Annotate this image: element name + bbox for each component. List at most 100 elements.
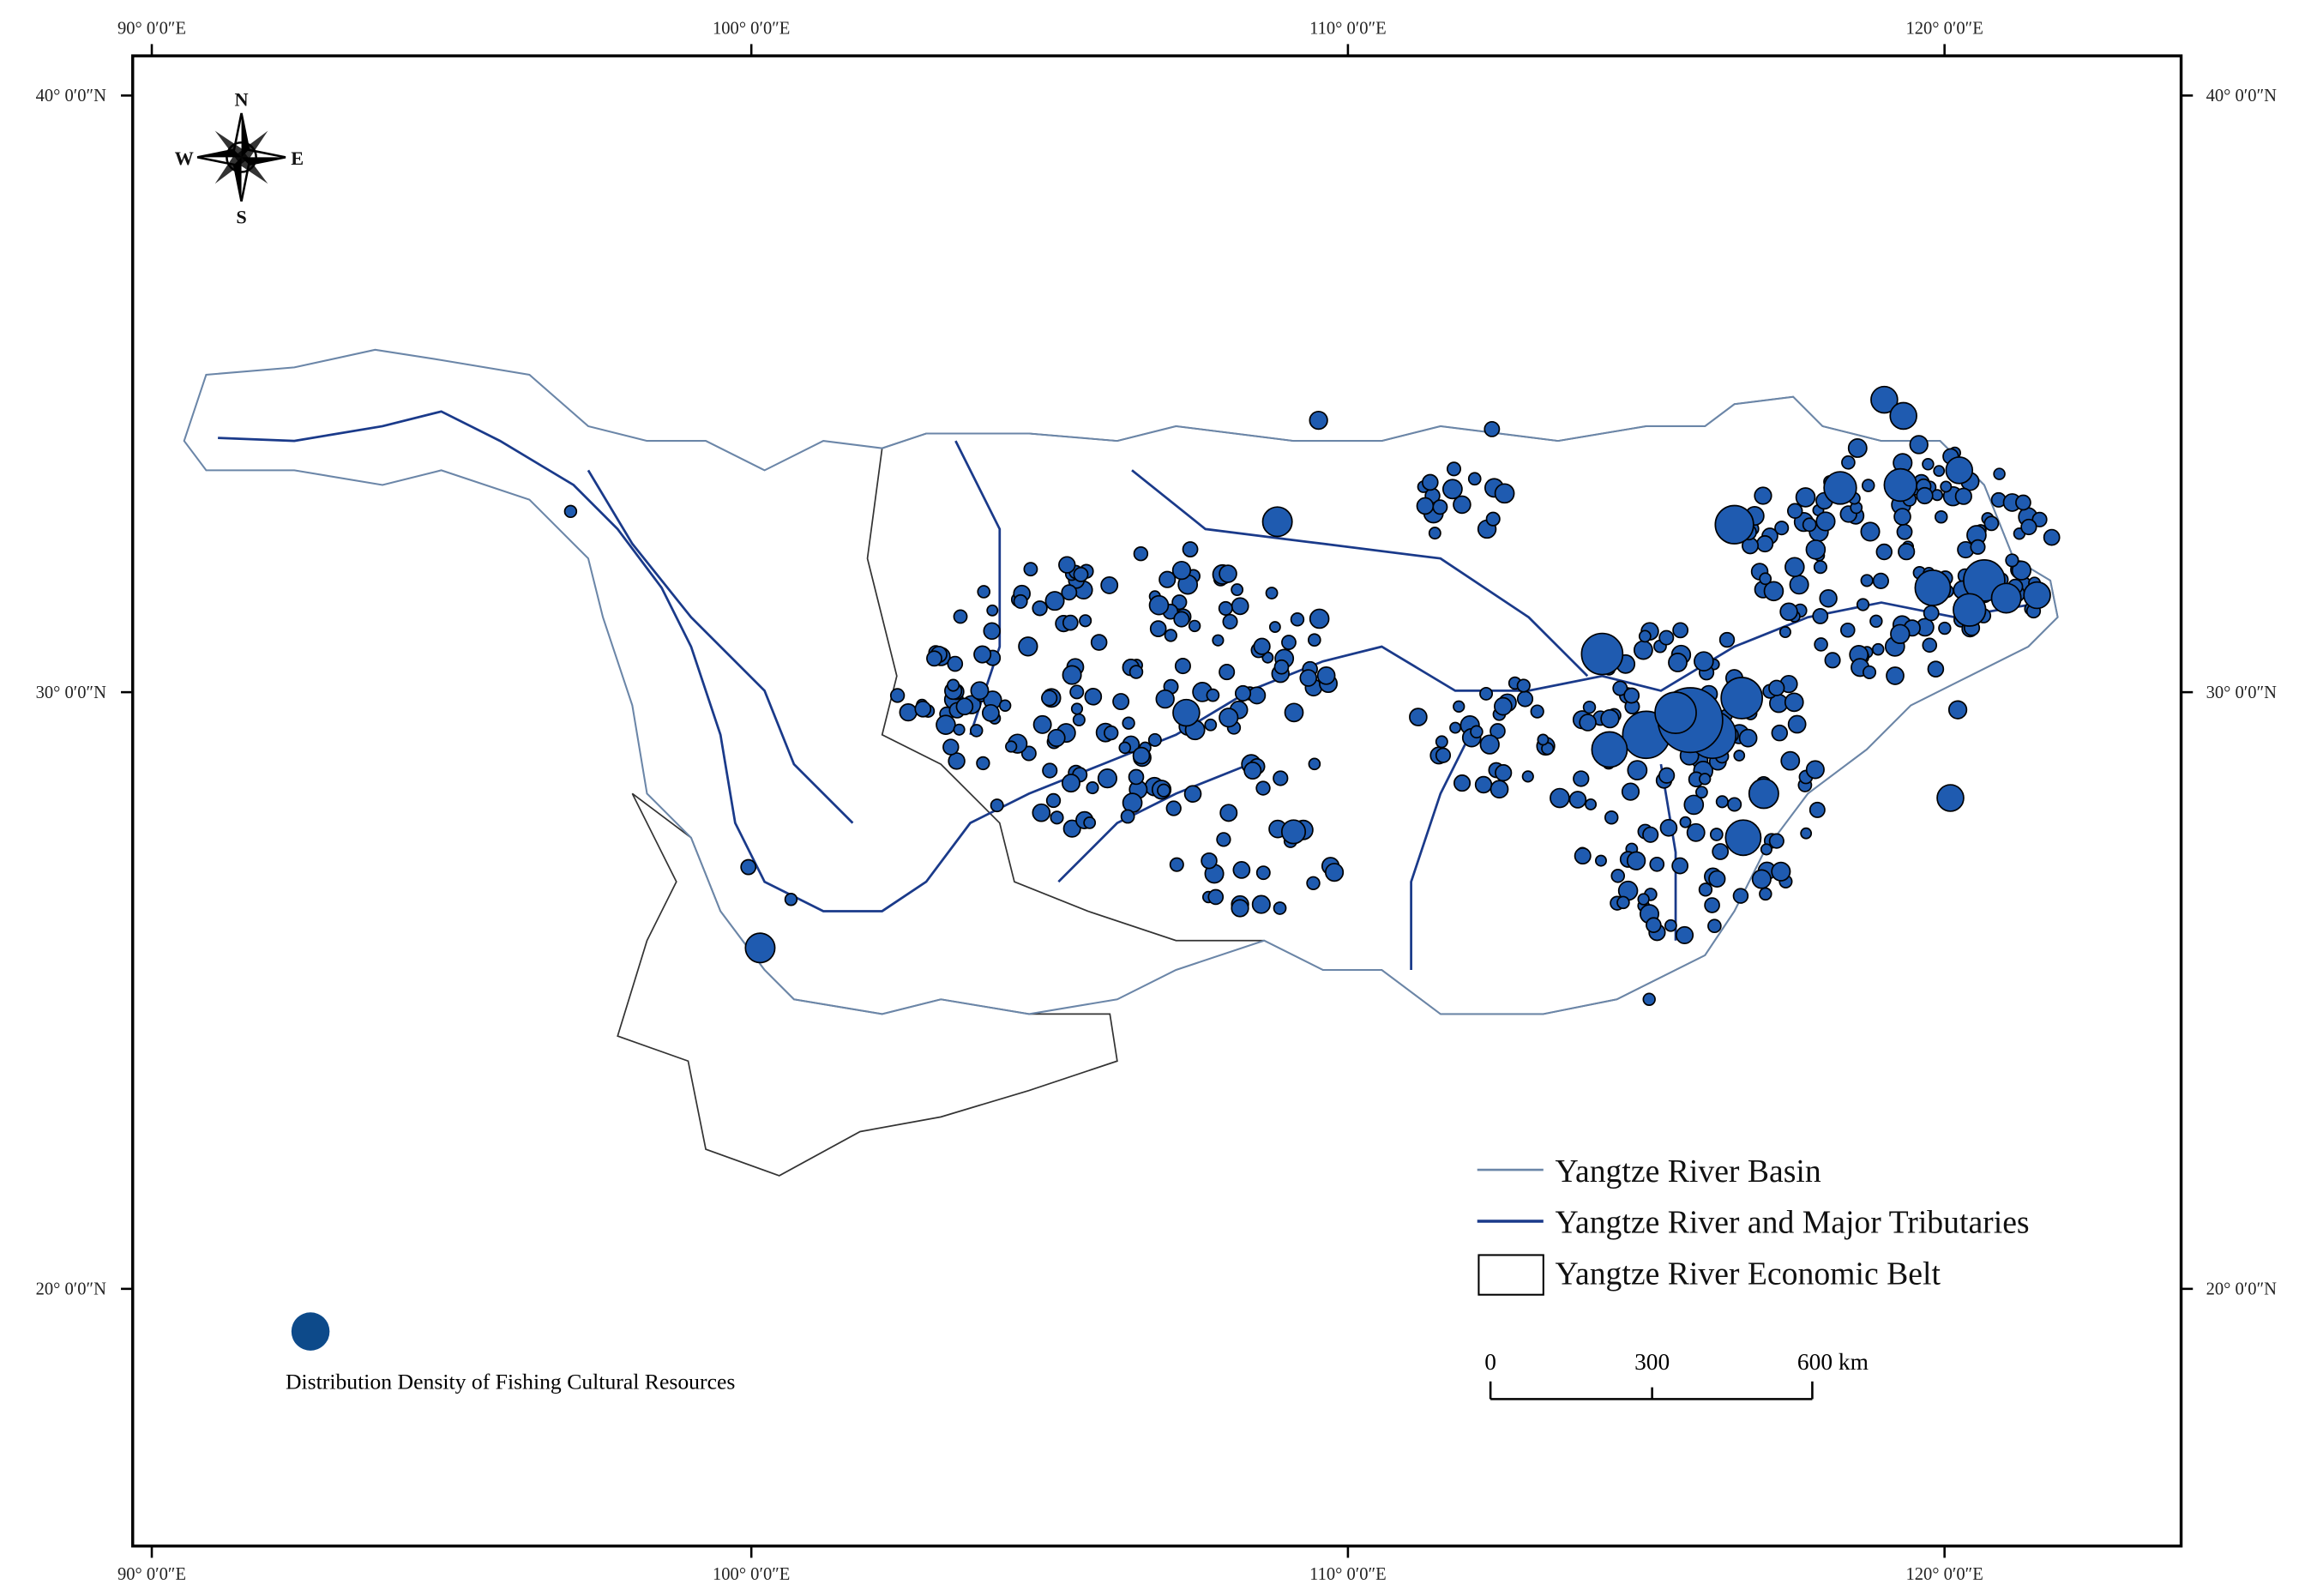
compass-star xyxy=(241,112,250,158)
density-circle xyxy=(1954,487,1972,505)
density-circle xyxy=(1738,728,1758,748)
density-circle xyxy=(1573,770,1590,787)
density-circle xyxy=(1268,621,1281,634)
density-circle xyxy=(1309,410,1328,431)
density-circle xyxy=(1118,741,1132,755)
density-circle xyxy=(1786,503,1803,519)
compass-star xyxy=(214,130,268,184)
density-circle xyxy=(1914,569,1952,606)
density-circle xyxy=(1219,804,1238,822)
density-circle xyxy=(1642,992,1656,1006)
density-circle xyxy=(1582,700,1597,714)
legend-swatch xyxy=(1477,1254,1544,1296)
density-circle xyxy=(1041,690,1058,707)
density-circle xyxy=(1664,918,1677,932)
density-circle xyxy=(1694,651,1714,672)
density-circle xyxy=(1061,774,1080,793)
density-circle xyxy=(1671,857,1689,875)
density-legend-label: Distribution Density of Fishing Cultural… xyxy=(286,1369,735,1394)
density-circle xyxy=(1580,632,1624,676)
density-circle xyxy=(1733,750,1746,762)
density-circle xyxy=(986,604,999,617)
density-circle xyxy=(784,893,798,906)
density-circle xyxy=(1474,775,1493,794)
density-circle xyxy=(1005,740,1018,753)
density-circle xyxy=(1494,696,1513,716)
density-circle xyxy=(1255,780,1271,796)
density-circle xyxy=(1727,797,1742,812)
density-circle xyxy=(1819,589,1838,608)
density-circle xyxy=(1020,745,1037,762)
density-circle xyxy=(1695,786,1708,799)
density-circle xyxy=(1871,642,1885,656)
density-circles xyxy=(563,385,2061,1006)
density-circle xyxy=(1574,847,1592,865)
density-circle xyxy=(1062,614,1079,631)
density-circle xyxy=(1916,486,1934,505)
density-circle xyxy=(1530,704,1544,719)
density-circle xyxy=(1032,600,1048,617)
density-circle xyxy=(1058,556,1076,574)
density-circle xyxy=(1763,581,1784,602)
density-circle xyxy=(2043,528,2061,546)
density-circle xyxy=(948,752,966,770)
river xyxy=(587,469,854,824)
density-circle xyxy=(1182,541,1199,557)
density-circle xyxy=(973,645,992,664)
scale-label: 0 xyxy=(1484,1349,1496,1375)
density-circle xyxy=(1579,714,1597,732)
density-circle xyxy=(1861,479,1875,492)
density-circle xyxy=(1841,455,1856,470)
density-circle xyxy=(1751,869,1772,889)
density-circle xyxy=(1658,767,1676,784)
density-circle xyxy=(1568,791,1587,809)
density-circle xyxy=(1637,893,1650,906)
density-circle xyxy=(1708,870,1726,888)
density-circle xyxy=(1072,713,1086,726)
density-circle xyxy=(1219,708,1239,728)
density-circle xyxy=(1585,798,1598,810)
density-circle xyxy=(969,724,984,738)
density-circle xyxy=(1219,564,1237,583)
density-circle xyxy=(981,703,1000,722)
density-circle xyxy=(1872,572,1889,590)
frame-ticks xyxy=(121,44,2194,1558)
density-circle xyxy=(1795,487,1816,508)
density-circle xyxy=(1704,897,1720,913)
density-circle xyxy=(1983,515,2000,532)
density-circle xyxy=(1479,734,1500,755)
density-circle xyxy=(1453,700,1465,713)
density-circle xyxy=(1623,687,1640,704)
density-circle xyxy=(1484,420,1501,437)
density-circle xyxy=(1774,521,1790,536)
density-circle xyxy=(1112,693,1130,711)
density-circle xyxy=(1204,718,1218,732)
density-circle xyxy=(1453,774,1471,792)
density-circle xyxy=(1485,511,1501,527)
density-circle xyxy=(1759,572,1772,586)
density-circle xyxy=(1212,634,1225,647)
density-circle xyxy=(1707,918,1722,934)
density-circle xyxy=(1802,517,1817,533)
density-circle xyxy=(1521,770,1534,783)
river xyxy=(1410,734,1471,970)
density-circle xyxy=(744,932,776,964)
density-circle xyxy=(977,585,991,599)
density-circle xyxy=(1591,731,1628,768)
density-circle xyxy=(1771,861,1791,882)
density-circle xyxy=(1157,783,1171,798)
density-circle xyxy=(2031,511,2048,527)
density-circle xyxy=(1409,708,1428,726)
density-circle xyxy=(970,681,990,701)
density-circle xyxy=(1307,633,1321,647)
density-circle xyxy=(1219,664,1236,681)
scale-label: 600 km xyxy=(1797,1349,1869,1375)
density-circle xyxy=(1760,843,1772,856)
density-circle xyxy=(1100,575,1119,594)
density-circle xyxy=(1122,716,1135,730)
density-circle xyxy=(1306,876,1321,890)
density-circle xyxy=(1435,747,1452,763)
density-circle xyxy=(1812,607,1829,624)
density-circle xyxy=(1754,486,1772,505)
